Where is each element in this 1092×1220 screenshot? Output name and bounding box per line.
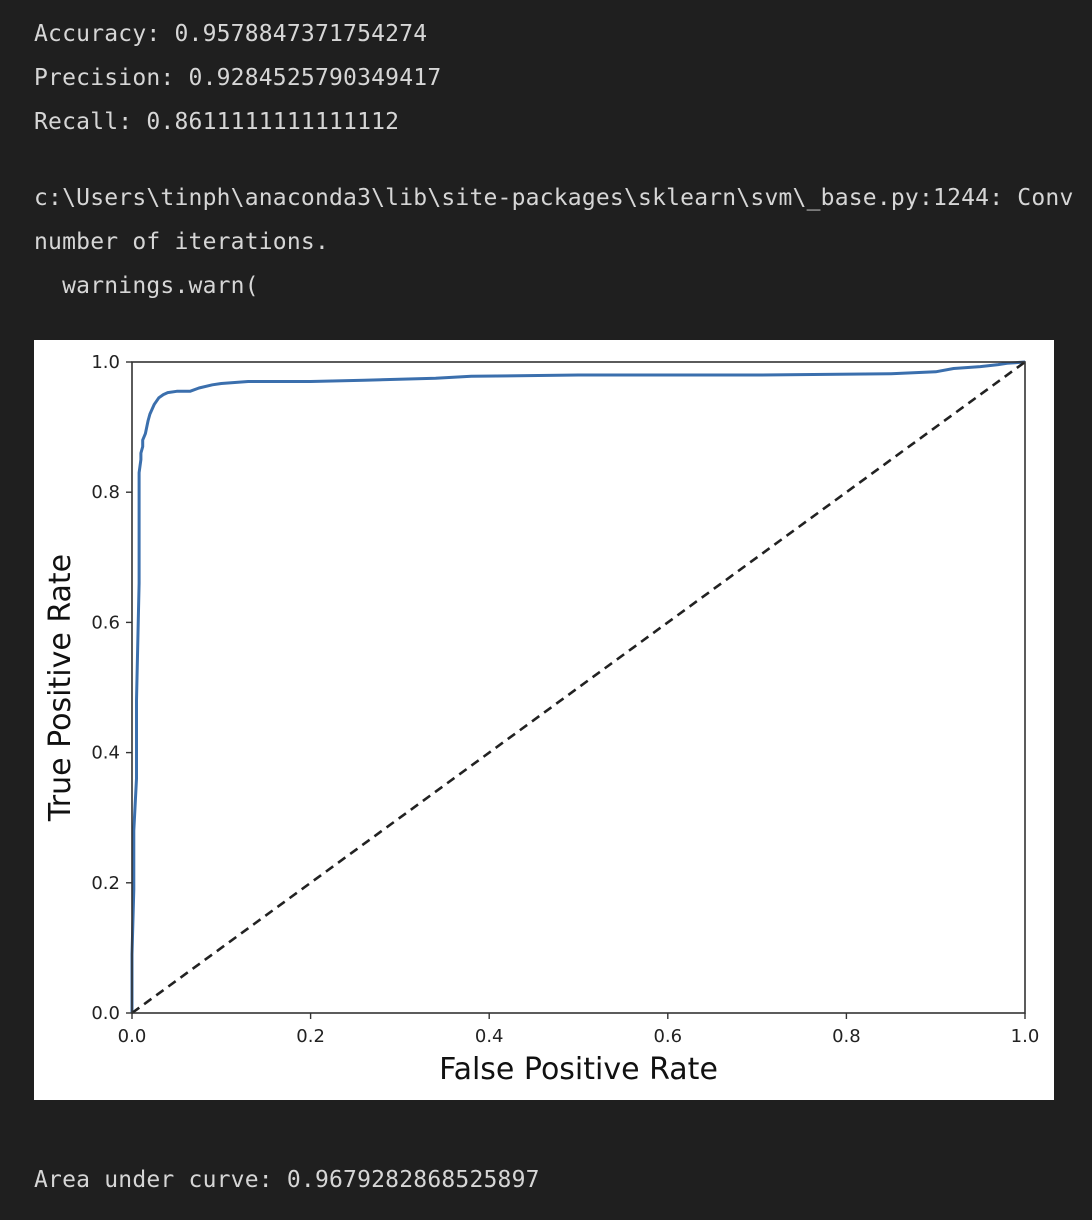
x-tick-label: 0.2	[296, 1026, 325, 1047]
plot-axes-frame	[131, 361, 1026, 1014]
precision-output: Precision: 0.9284525790349417	[34, 65, 442, 91]
x-tick-label: 0.0	[118, 1026, 147, 1047]
x-tick-label: 0.8	[832, 1026, 861, 1047]
roc-curve-line	[130, 360, 1026, 1013]
x-axis-label: False Positive Rate	[439, 1052, 718, 1087]
y-tick-label: 1.0	[91, 352, 120, 373]
y-tick-label: 0.6	[91, 612, 120, 633]
accuracy-output: Accuracy: 0.9578847371754274	[34, 21, 428, 47]
x-tick-label: 0.6	[653, 1026, 682, 1047]
warning-message-line: number of iterations.	[34, 229, 329, 255]
y-tick-label: 0.2	[91, 873, 120, 894]
y-tick-label: 0.4	[91, 743, 120, 764]
recall-output: Recall: 0.8611111111111112	[34, 109, 400, 135]
roc-chart: 0.0 0.2 0.4 0.6 0.8 1.0 0.0 0.2 0.4 0.6 0.8 1.0 Fals…	[43, 352, 1040, 1087]
roc-plot: 0.0 0.2 0.4 0.6 0.8 1.0 0.0 0.2 0.4 0.6 0.8 1.0 Fals…	[34, 340, 1054, 1100]
y-tick-label: 0.8	[91, 482, 120, 503]
y-tick-label: 0.0	[91, 1003, 120, 1024]
auc-output: Area under curve: 0.9679282868525897	[34, 1167, 540, 1193]
chance-diagonal-line	[131, 360, 1026, 1015]
warning-path-line: c:\Users\tinph\anaconda3\lib\site-packag…	[34, 185, 1074, 211]
x-tick-label: 1.0	[1011, 1026, 1040, 1047]
y-axis-label: True Positive Rate	[43, 554, 78, 822]
x-tick-label: 0.4	[475, 1026, 504, 1047]
warning-call-line: warnings.warn(	[34, 273, 259, 299]
